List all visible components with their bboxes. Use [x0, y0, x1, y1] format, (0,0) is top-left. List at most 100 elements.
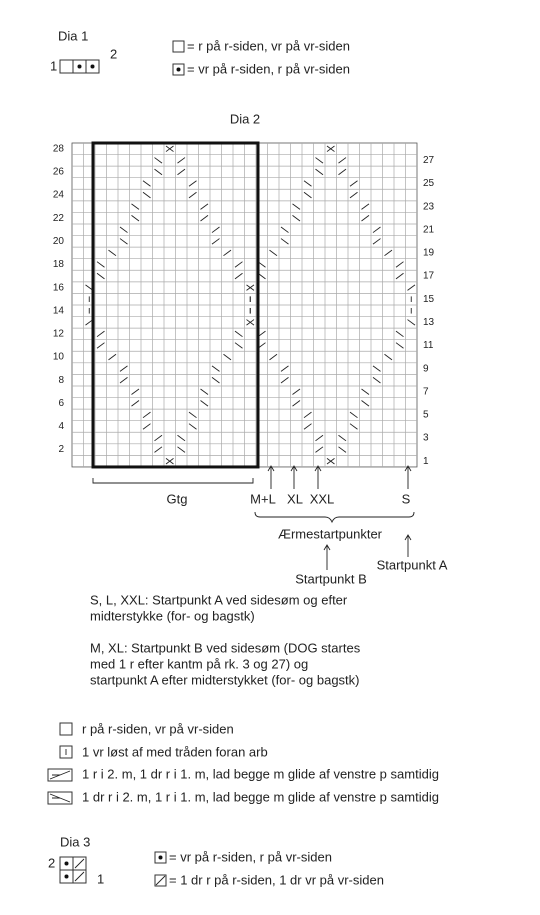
stitch [338, 157, 347, 164]
stitch [292, 215, 301, 222]
dia1-grid [59, 59, 100, 74]
arrows [254, 465, 415, 570]
stitch [234, 342, 243, 349]
stitch [200, 388, 209, 395]
stitch [269, 353, 278, 361]
row-number: 23 [423, 201, 435, 212]
stitch [292, 203, 301, 210]
stitch [200, 215, 209, 222]
stitch [131, 400, 140, 407]
stitch [96, 272, 105, 280]
stitch [315, 434, 324, 442]
row-number: 12 [53, 329, 65, 340]
row-number: 16 [53, 282, 65, 293]
dia1-legend: = r på r-siden, vr på vr-siden [187, 38, 350, 53]
stitch [372, 365, 381, 372]
row-number: 13 [423, 317, 435, 328]
stitch [234, 330, 243, 338]
stitch [211, 365, 220, 372]
dia2-title: Dia 2 [230, 111, 260, 126]
stitch [165, 458, 174, 465]
stitch [395, 330, 404, 338]
stitch [280, 365, 289, 372]
stitch [188, 180, 197, 187]
dia3-legend: = vr på r-siden, r på vr-siden [169, 849, 332, 864]
stitch [119, 377, 128, 384]
stitch [303, 191, 312, 199]
stitch [142, 423, 151, 430]
size: XXL [310, 491, 335, 506]
start-a: Startpunkt A [377, 557, 448, 572]
stitch [280, 238, 289, 245]
stitch [292, 400, 301, 407]
row-number: 15 [423, 294, 435, 305]
stitch [131, 215, 140, 222]
dia1-col: 2 [110, 46, 117, 61]
stitch [407, 284, 416, 291]
stitch [349, 191, 358, 199]
note: med 1 r efter kantm på rk. 3 og 27) og [90, 656, 308, 671]
stitch [177, 168, 186, 176]
sleeve-label: Ærmestartpunkter [278, 526, 383, 541]
stitch [349, 180, 358, 187]
stitch [142, 180, 151, 187]
stitch [177, 446, 186, 453]
symbol-text: r på r-siden, vr på vr-siden [82, 721, 234, 736]
stitch [372, 377, 381, 384]
row-number: 6 [58, 398, 64, 409]
size: S [402, 491, 411, 506]
stitch [292, 388, 301, 395]
dia3-row: 1 [97, 871, 104, 886]
row-number: 26 [53, 167, 65, 178]
stitch [200, 400, 209, 407]
stitch [223, 353, 232, 361]
stitch [165, 145, 174, 152]
row-number: 4 [58, 421, 64, 432]
bracket [92, 478, 254, 484]
start-b: Startpunkt B [295, 571, 367, 586]
stitch [303, 411, 312, 419]
size: M+L [250, 491, 276, 506]
stitch [361, 400, 370, 407]
stitch [142, 411, 151, 419]
stitch [326, 145, 335, 152]
stitch [361, 388, 370, 395]
dia1-legend: = vr på r-siden, r på vr-siden [187, 61, 350, 76]
note: S, L, XXL: Startpunkt A ved sidesøm og e… [90, 592, 348, 607]
stitch [372, 226, 381, 233]
dia3-title: Dia 3 [60, 834, 90, 849]
stitch [142, 191, 151, 199]
symbol-text: 1 dr r i 2. m, 1 r i 1. m, lad begge m g… [82, 789, 439, 804]
note: midterstykke (for- og bagstk) [90, 608, 255, 623]
gtg-label: Gtg [167, 491, 188, 506]
stitch [119, 226, 128, 233]
row-number: 9 [423, 363, 429, 374]
row-number: 1 [423, 456, 429, 467]
stitch [315, 446, 324, 453]
stitch [315, 157, 324, 164]
stitch [131, 203, 140, 210]
stitch [361, 203, 370, 210]
stitch [384, 353, 393, 361]
dia3-row: 2 [48, 855, 55, 870]
stitch [177, 434, 186, 442]
stitch [303, 180, 312, 187]
stitch [154, 434, 163, 442]
stitch [338, 434, 347, 442]
stitch [188, 191, 197, 199]
row-number: 17 [423, 271, 435, 282]
row-number: 7 [423, 386, 429, 397]
dia1-row: 1 [50, 58, 57, 73]
row-number: 11 [423, 340, 434, 351]
row-number: 10 [53, 352, 65, 363]
stitch [154, 446, 163, 453]
stitch [338, 446, 347, 453]
icon [172, 40, 185, 53]
row-number: 3 [423, 433, 429, 444]
row-number: 14 [53, 305, 65, 316]
row-number: 18 [53, 259, 65, 270]
stitch [108, 353, 117, 361]
stitch [361, 215, 370, 222]
note: M, XL: Startpunkt B ved sidesøm (DOG sta… [90, 640, 361, 655]
